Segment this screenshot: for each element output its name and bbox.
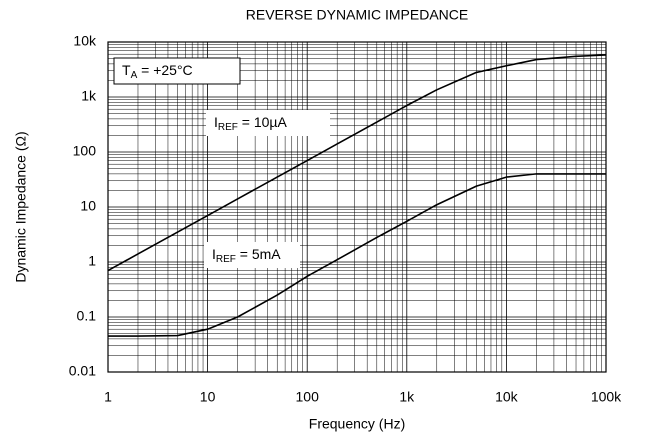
annotation-part: REF — [216, 254, 236, 265]
series-line — [108, 173, 606, 337]
y-tick-label: 10k — [73, 33, 97, 49]
y-axis-label: Dynamic Impedance (Ω) — [13, 131, 29, 282]
annotation-part: A — [131, 70, 138, 81]
lines — [107, 54, 607, 337]
annotation-part: = 10µA — [238, 114, 288, 130]
annotation-part: T — [122, 62, 131, 78]
grid — [107, 41, 607, 373]
annotation-part: = +25°C — [137, 62, 192, 78]
y-tick-label: 0.01 — [69, 363, 96, 379]
x-tick-label: 10k — [495, 389, 519, 405]
annotation-part: = 5mA — [236, 246, 281, 262]
y-tick-label: 10 — [80, 198, 96, 214]
x-axis-label: Frequency (Hz) — [309, 416, 405, 432]
y-tick-label: 100 — [73, 143, 97, 159]
x-tick-label: 10 — [200, 389, 216, 405]
label-box — [204, 242, 300, 268]
label-box — [206, 110, 330, 136]
x-tick-label: 100k — [591, 389, 622, 405]
x-tick-label: 100 — [296, 389, 320, 405]
x-tick-label: 1k — [399, 389, 415, 405]
annotation-part: I — [214, 114, 218, 130]
annotation-part: I — [212, 246, 216, 262]
y-tick-label: 0.1 — [77, 308, 97, 324]
annotation: TA = +25°C — [122, 62, 193, 81]
annotation-part: REF — [218, 122, 238, 133]
chart-title: REVERSE DYNAMIC IMPEDANCE — [246, 7, 468, 23]
x-tick-label: 1 — [104, 389, 112, 405]
y-tick-label: 1 — [88, 253, 96, 269]
y-tick-label: 1k — [81, 88, 97, 104]
annotation: IREF = 5mA — [212, 246, 281, 265]
plot-frame — [107, 41, 607, 373]
annotation: IREF = 10µA — [214, 114, 287, 133]
label-box — [113, 57, 241, 85]
series-line — [107, 54, 607, 272]
